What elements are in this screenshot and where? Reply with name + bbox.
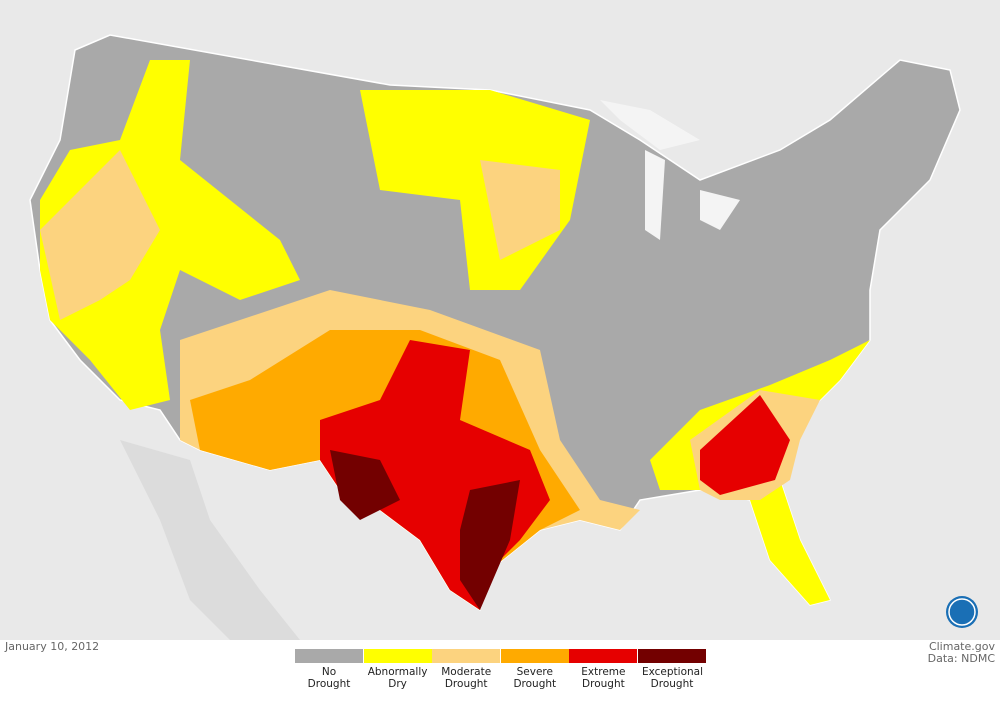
legend-item: No Drought bbox=[295, 649, 363, 690]
legend-swatch bbox=[500, 649, 569, 663]
great-lakes bbox=[600, 100, 740, 240]
region-moderate bbox=[480, 160, 560, 260]
region-abnormally-dry bbox=[40, 60, 300, 410]
legend-item: Extreme Drought bbox=[569, 649, 638, 690]
region-moderate bbox=[40, 150, 160, 320]
legend-item: Exceptional Drought bbox=[638, 649, 706, 690]
credit: Climate.gov bbox=[928, 640, 995, 653]
legend-label: Extreme Drought bbox=[581, 666, 626, 690]
legend-label: Moderate Drought bbox=[441, 666, 492, 690]
legend-swatch bbox=[569, 649, 638, 663]
mexico-land bbox=[120, 440, 300, 640]
legend-item: Abnormally Dry bbox=[363, 649, 432, 690]
legend-label: Severe Drought bbox=[513, 666, 557, 690]
legend-swatch bbox=[295, 649, 363, 663]
legend-swatch bbox=[638, 649, 706, 663]
region-extreme bbox=[700, 395, 790, 495]
legend-swatch bbox=[363, 649, 432, 663]
legend-label: Exceptional Drought bbox=[642, 666, 704, 690]
noaa-logo bbox=[946, 596, 978, 628]
legend-item: Moderate Drought bbox=[432, 649, 501, 690]
region-exceptional bbox=[330, 450, 520, 610]
legend-label: No Drought bbox=[307, 666, 351, 690]
legend-label: Abnormally Dry bbox=[367, 666, 428, 690]
source: Data: NDMC bbox=[927, 652, 995, 665]
date: January 10, 2012 bbox=[5, 640, 100, 653]
legend-item: Severe Drought bbox=[500, 649, 569, 690]
noaa-logo-ring bbox=[948, 598, 976, 626]
map bbox=[0, 0, 1000, 640]
legend-swatch bbox=[432, 649, 501, 663]
